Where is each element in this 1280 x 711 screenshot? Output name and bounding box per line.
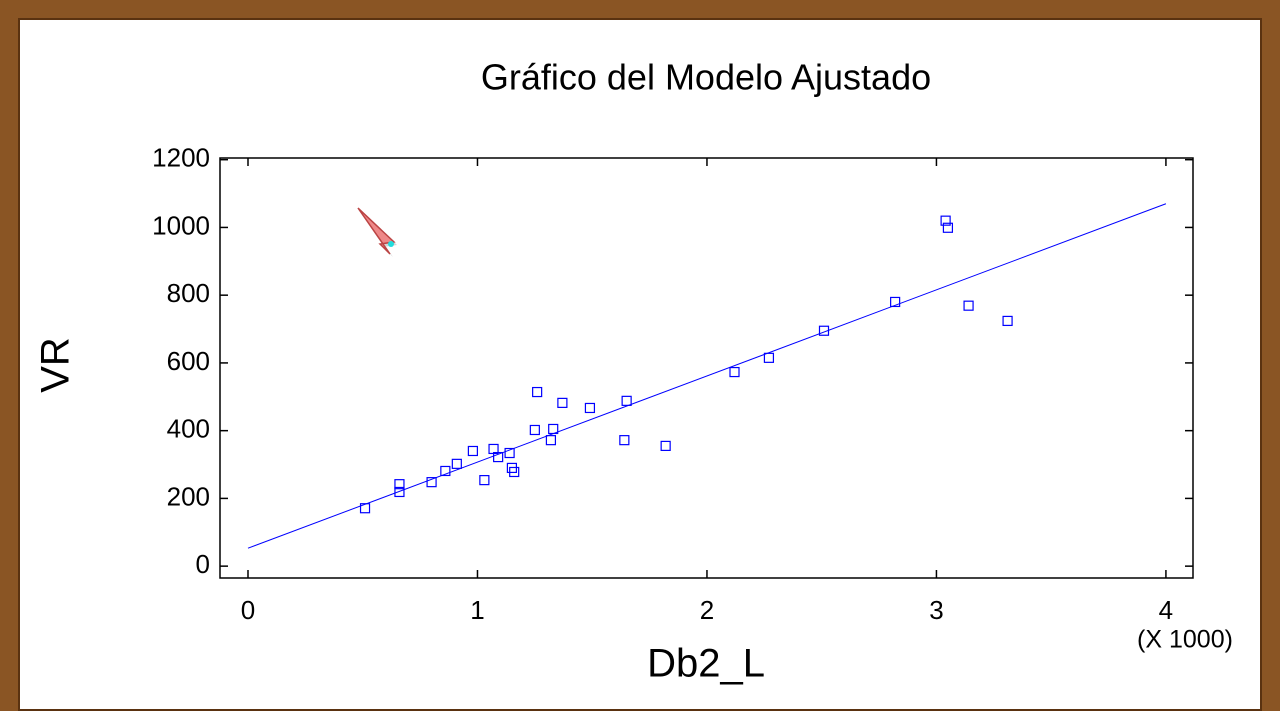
y-tick-label: 800: [167, 278, 210, 308]
y-tick-label: 0: [196, 549, 210, 579]
point: [467, 445, 478, 457]
point: [509, 466, 520, 478]
point: [619, 435, 630, 446]
y-tick-label: 400: [167, 414, 210, 444]
y-tick-label: 200: [167, 481, 210, 511]
point: [942, 222, 954, 233]
y-tick-label: 1000: [152, 210, 210, 240]
x-tick-label: 3: [929, 595, 943, 625]
point: [621, 395, 632, 406]
point: [394, 486, 405, 498]
point: [440, 465, 451, 477]
y-axis-label: VR: [34, 337, 78, 393]
x-tick-label: 2: [700, 595, 714, 625]
point: [763, 352, 775, 363]
y-tick-label: 1200: [152, 143, 210, 173]
x-tick-label: 4: [1159, 595, 1173, 625]
x-axis-label: Db2_L: [647, 642, 765, 686]
point: [426, 477, 437, 488]
point: [451, 458, 462, 469]
point: [493, 451, 504, 463]
point: [545, 435, 557, 446]
point: [890, 296, 901, 308]
point: [479, 475, 490, 486]
y-tick-label: 600: [167, 346, 210, 376]
point: [1002, 315, 1013, 327]
point: [529, 424, 540, 436]
point: [818, 325, 830, 336]
cursor-icon: [357, 207, 397, 257]
x-tick-label: 1: [470, 595, 484, 625]
fit-line: [247, 203, 1167, 549]
point: [548, 423, 559, 435]
chart-title: Gráfico del Modelo Ajustado: [481, 57, 931, 98]
point: [504, 447, 515, 459]
point: [660, 440, 671, 452]
plot-frame: [219, 157, 1194, 579]
x-tick-label: 0: [241, 595, 255, 625]
point: [532, 386, 543, 398]
x-multiplier: (X 1000): [1137, 626, 1233, 654]
point: [729, 366, 740, 378]
point: [584, 402, 596, 414]
point: [963, 300, 974, 311]
point: [394, 479, 405, 490]
point: [940, 215, 951, 226]
point: [359, 503, 371, 514]
point: [557, 397, 568, 408]
